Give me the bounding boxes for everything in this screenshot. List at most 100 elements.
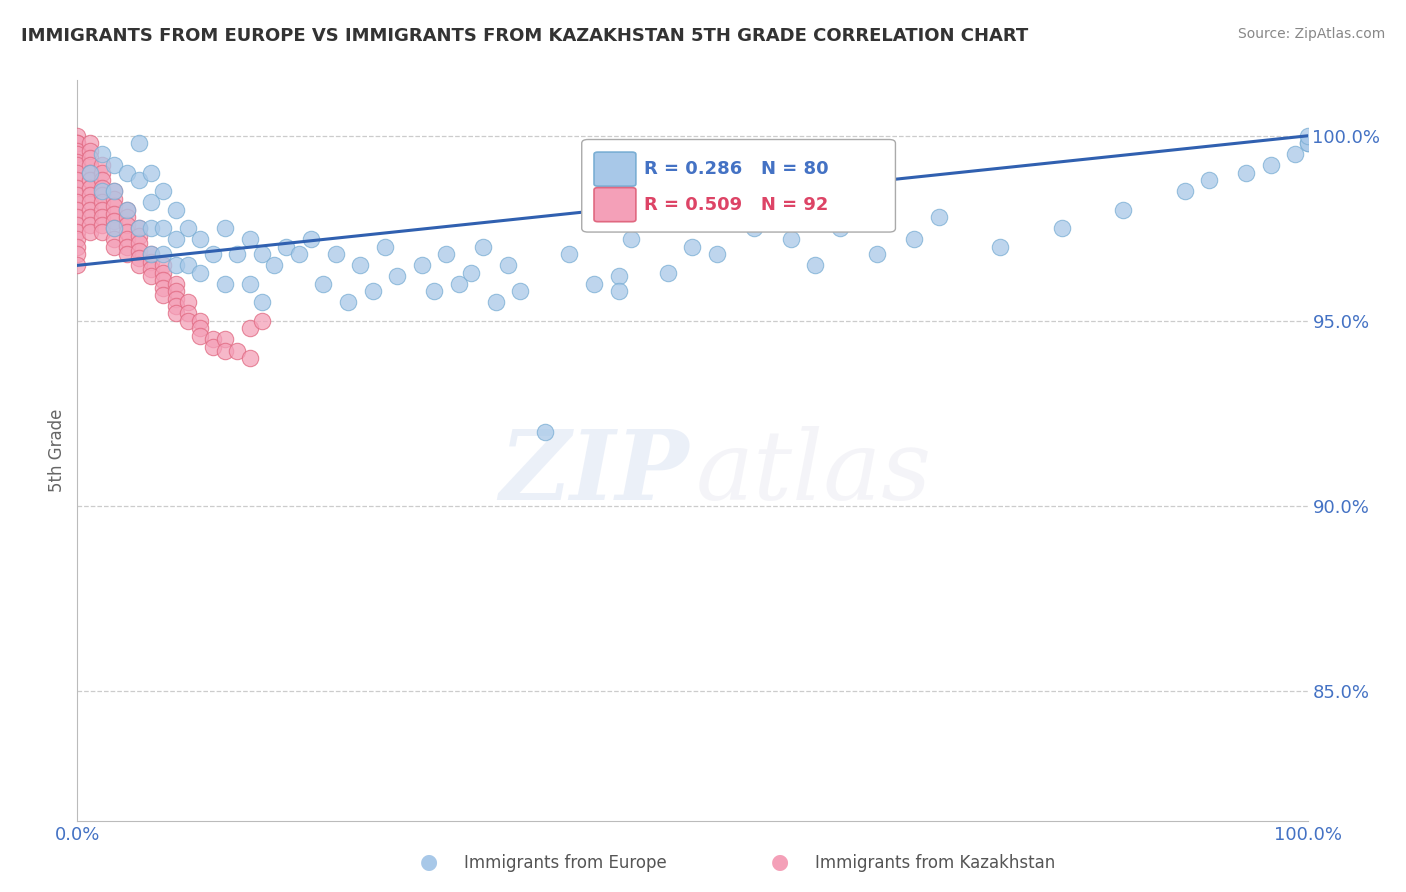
Point [988,240,1011,254]
Point [239,321,262,335]
Point [79,158,101,172]
Point [103,192,125,206]
Point [79,151,101,165]
Point [780,232,803,246]
FancyBboxPatch shape [595,153,636,186]
Point [188,328,212,343]
Point [141,166,163,180]
Point [201,340,224,354]
Point [682,240,704,254]
Point [165,232,187,246]
Point [128,173,150,187]
Text: ●: ● [772,853,789,872]
Point [90,218,114,232]
Point [66,180,89,194]
Point [90,180,114,194]
Point [90,173,114,187]
Y-axis label: 5th Grade: 5th Grade [48,409,66,492]
Point [1296,136,1319,151]
Point [90,225,114,239]
Point [141,221,163,235]
Point [250,295,273,310]
Point [141,247,163,261]
Point [436,247,458,261]
Point [66,144,89,158]
Point [66,136,89,151]
Point [115,166,138,180]
Point [115,240,138,254]
Point [103,206,125,220]
Point [460,266,482,280]
Point [152,247,174,261]
Point [177,306,200,320]
Point [141,262,163,277]
Text: ●: ● [420,853,437,872]
Point [239,277,262,291]
Point [201,247,224,261]
Point [1260,158,1282,172]
Point [214,332,236,346]
Text: IMMIGRANTS FROM EUROPE VS IMMIGRANTS FROM KAZAKHSTAN 5TH GRADE CORRELATION CHART: IMMIGRANTS FROM EUROPE VS IMMIGRANTS FRO… [21,27,1028,45]
Point [66,218,89,232]
Point [152,266,174,280]
Point [165,285,187,299]
Point [79,202,101,217]
Point [607,285,630,299]
Point [141,247,163,261]
Text: R = 0.509   N = 92: R = 0.509 N = 92 [644,195,830,214]
Point [706,247,728,261]
Point [103,199,125,213]
Text: Immigrants from Europe: Immigrants from Europe [464,855,666,872]
Point [103,232,125,246]
Point [66,240,89,254]
Point [361,285,384,299]
Point [1284,147,1306,161]
Point [66,158,89,172]
Point [66,173,89,187]
Point [152,258,174,272]
Point [152,280,174,294]
Point [1050,221,1073,235]
Point [79,173,101,187]
Text: atlas: atlas [696,425,932,520]
Point [103,240,125,254]
Point [141,254,163,268]
Point [226,343,249,358]
Point [79,218,101,232]
Point [152,273,174,287]
Point [657,266,679,280]
Point [226,247,249,261]
Point [128,244,150,258]
Point [374,240,396,254]
Point [165,277,187,291]
Text: Immigrants from Kazakhstan: Immigrants from Kazakhstan [815,855,1056,872]
Point [188,321,212,335]
Point [214,221,236,235]
FancyBboxPatch shape [595,187,636,222]
Point [485,295,508,310]
Point [66,128,89,143]
Point [103,221,125,235]
Point [66,154,89,169]
Point [1112,202,1135,217]
Point [534,425,557,439]
Point [79,166,101,180]
Point [79,144,101,158]
Point [299,232,322,246]
Point [165,202,187,217]
Point [903,232,925,246]
Point [165,299,187,313]
Point [177,295,200,310]
Point [496,258,519,272]
Point [250,247,273,261]
Point [239,351,262,365]
Point [250,314,273,328]
Point [1296,128,1319,143]
Point [472,240,495,254]
Point [115,247,138,261]
Point [830,221,852,235]
Point [188,232,212,246]
Text: Source: ZipAtlas.com: Source: ZipAtlas.com [1237,27,1385,41]
Point [325,247,347,261]
Point [620,232,643,246]
